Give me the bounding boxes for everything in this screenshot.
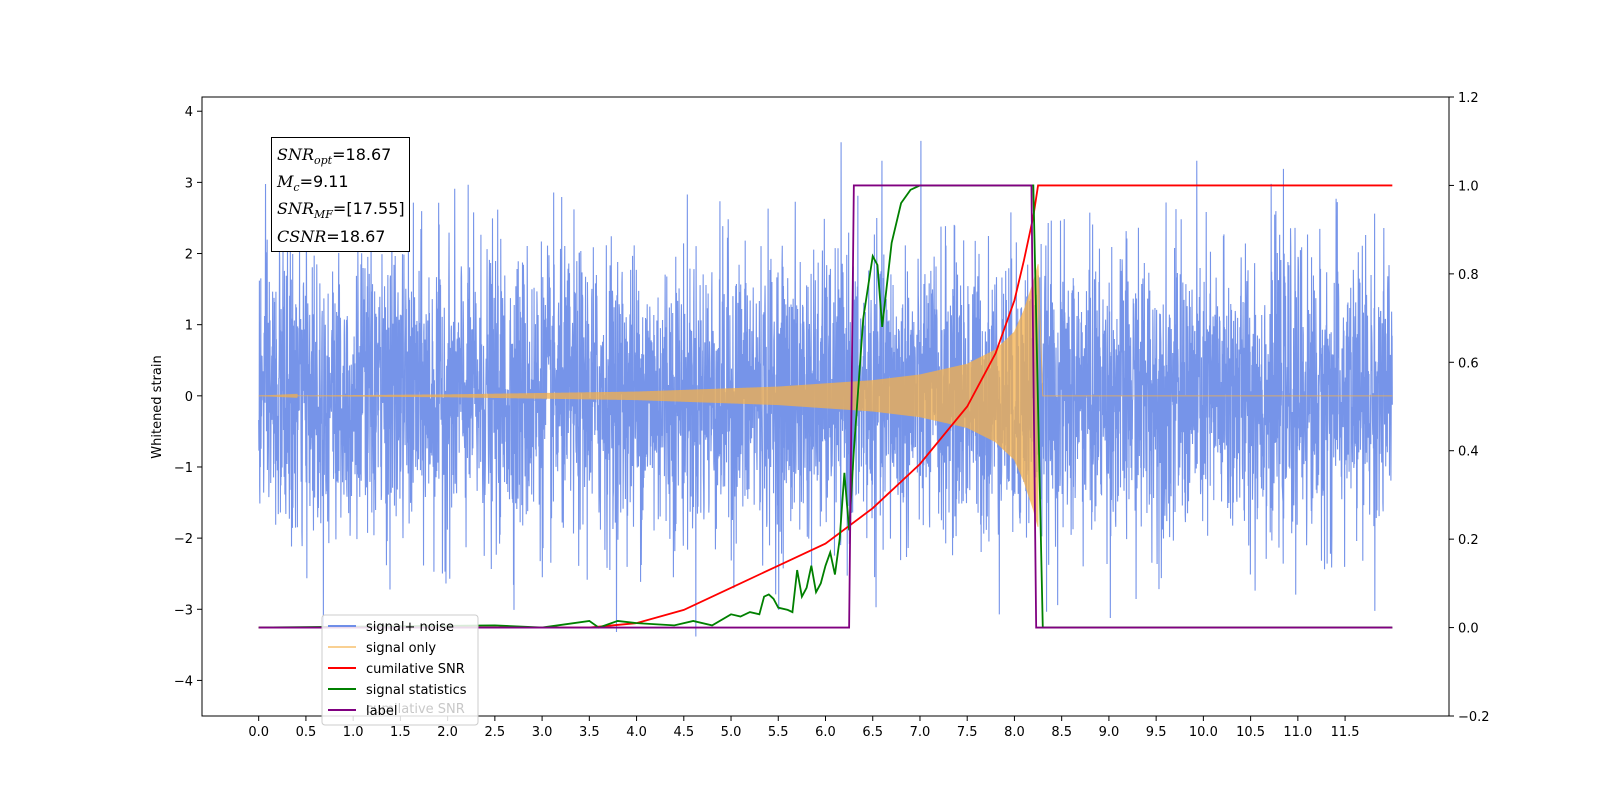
y2-tick-label: 0.4 xyxy=(1458,445,1479,460)
x-tick-label: 0.0 xyxy=(248,725,269,740)
x-tick-label: 2.0 xyxy=(437,725,458,740)
annotation-csnr: CSNR=18.67 xyxy=(277,226,386,246)
x-tick-label: 11.0 xyxy=(1283,725,1312,740)
y-tick-label: 2 xyxy=(185,248,193,263)
x-tick-label: 0.5 xyxy=(296,725,317,740)
x-tick-label: 9.5 xyxy=(1146,725,1167,740)
x-axis: 0.0 0.5 1.0 1.5 2.0 2.5 3.0 3.5 4.0 4.5 5.0 5.5 6.0 6… xyxy=(248,716,1360,740)
x-tick-label: 10.0 xyxy=(1189,725,1218,740)
signal-only-line xyxy=(258,264,1393,527)
legend-box xyxy=(321,614,479,726)
signal-statistics-line xyxy=(258,184,1393,629)
y-axis-left: 4 3 2 1 0 −1 −2 −3 −4 xyxy=(174,105,202,689)
cumilative-snr-line xyxy=(258,184,1393,629)
x-tick-label: 6.5 xyxy=(862,725,883,740)
y-tick-label: −2 xyxy=(174,532,193,547)
y2-tick-label: 0.0 xyxy=(1458,622,1479,637)
x-tick-label: 7.5 xyxy=(957,725,978,740)
y2-tick-label: 0.2 xyxy=(1458,533,1479,548)
legend-ghost-text: cumilative SNR xyxy=(366,702,465,717)
x-tick-label: 11.5 xyxy=(1331,725,1360,740)
legend-label-cumilative-snr: cumilative SNR xyxy=(366,662,465,677)
x-tick-label: 8.5 xyxy=(1051,725,1072,740)
annotation-box: SNRopt=18.67 Mc=9.11 SNRMF=[17.55] CSNR=… xyxy=(271,137,410,252)
x-tick-label: 4.5 xyxy=(673,725,694,740)
x-tick-label: 1.5 xyxy=(390,725,411,740)
x-tick-label: 2.5 xyxy=(485,725,506,740)
y-tick-label: 1 xyxy=(185,319,193,334)
x-tick-label: 3.5 xyxy=(579,725,600,740)
y-tick-label: 3 xyxy=(185,176,193,191)
legend-label-signal-noise: signal+ noise xyxy=(366,620,454,635)
y-tick-label: 4 xyxy=(185,105,193,120)
x-tick-label: 9.0 xyxy=(1099,725,1120,740)
y2-tick-label: −0.2 xyxy=(1458,710,1490,725)
y-tick-label: −1 xyxy=(174,461,193,476)
annotation-snr-opt: SNRopt=18.67 xyxy=(277,145,392,168)
y-tick-label: 0 xyxy=(185,390,193,405)
y2-tick-label: 0.6 xyxy=(1458,356,1479,371)
legend: cumilative SNR signal+ noise signal only… xyxy=(321,614,479,726)
annotation-snr-mf: SNRMF=[17.55] xyxy=(277,199,405,222)
y-tick-label: −3 xyxy=(174,603,193,618)
right-axis-series xyxy=(258,184,1393,629)
x-tick-label: 10.5 xyxy=(1236,725,1265,740)
y-axis-title: Whitened strain xyxy=(150,355,165,458)
x-tick-label: 3.0 xyxy=(532,725,553,740)
y-axis-right: 1.2 1.0 0.8 0.6 0.4 0.2 0.0 −0.2 xyxy=(1449,91,1490,725)
y2-tick-label: 1.2 xyxy=(1458,91,1479,106)
x-tick-label: 1.0 xyxy=(343,725,364,740)
x-tick-label: 6.0 xyxy=(815,725,836,740)
signal-noise-line xyxy=(258,140,1393,637)
x-tick-label: 4.0 xyxy=(626,725,647,740)
x-tick-label: 7.0 xyxy=(910,725,931,740)
x-tick-label: 5.0 xyxy=(721,725,742,740)
y-tick-label: −4 xyxy=(174,674,193,689)
legend-label-signal-statistics: signal statistics xyxy=(366,683,467,698)
y2-tick-label: 0.8 xyxy=(1458,268,1479,283)
x-tick-label: 8.0 xyxy=(1004,725,1025,740)
series-signal-only xyxy=(258,264,1393,527)
legend-label-signal-only: signal only xyxy=(366,641,436,656)
x-tick-label: 5.5 xyxy=(768,725,789,740)
y2-tick-label: 1.0 xyxy=(1458,179,1479,194)
series-signal-noise xyxy=(258,140,1393,637)
legend-label-label: label xyxy=(366,704,397,719)
label-line xyxy=(258,184,1393,629)
annotation-mc: Mc=9.11 xyxy=(277,172,349,195)
